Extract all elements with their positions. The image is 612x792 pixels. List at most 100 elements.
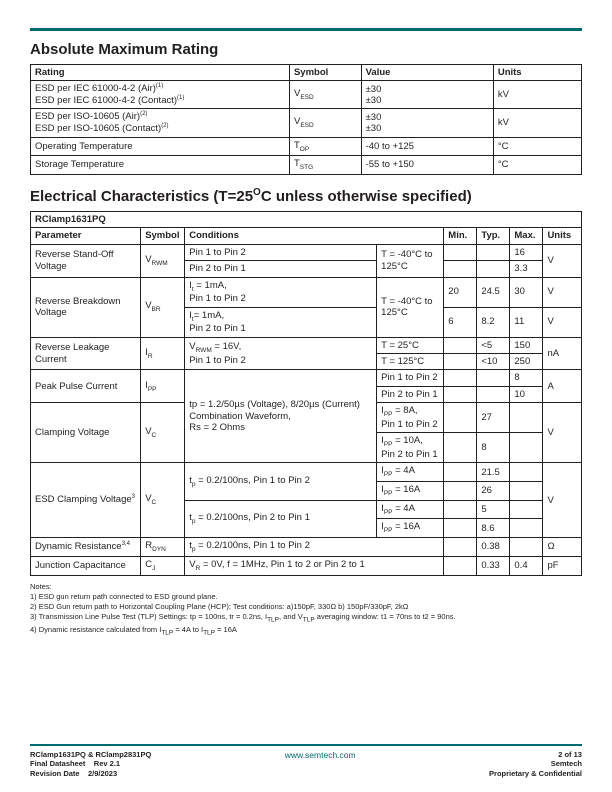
ec-cond: T = 125°C	[377, 354, 444, 370]
footer-ds: Final Datasheet	[30, 759, 85, 768]
ec-val: 27	[477, 403, 510, 433]
ec-cond: IPP = 4A	[377, 500, 444, 519]
amr-cell: TOP	[289, 137, 361, 156]
ec-val: 10	[510, 386, 543, 402]
ec-val	[444, 244, 477, 260]
ec-val	[510, 538, 543, 557]
footer-revdate-lbl: Revision Date	[30, 769, 80, 778]
footer-page: 2 of 13	[558, 750, 582, 759]
footer-revdate: 2/9/2023	[88, 769, 117, 778]
ec-val: 16	[510, 244, 543, 260]
top-rule	[30, 28, 582, 31]
amr-cell: ESD per ISO-10605 (Air)(2)ESD per ISO-10…	[31, 109, 290, 137]
ec-u: V	[543, 307, 582, 337]
ec-val	[444, 433, 477, 463]
ec-h: Min.	[444, 228, 477, 244]
ec-h: Symbol	[141, 228, 185, 244]
ec-sym: CJ	[141, 556, 185, 575]
ec-cond: tp = 0.2/100ns, Pin 2 to Pin 1	[185, 500, 377, 537]
ec-val: 8.2	[477, 307, 510, 337]
ec-cond: Pin 1 to Pin 2	[377, 370, 444, 386]
ec-val	[477, 370, 510, 386]
ec-val	[444, 538, 477, 557]
ec-heading: Electrical Characteristics (T=25OC unles…	[30, 187, 582, 205]
ec-sym: RDYN	[141, 538, 185, 557]
ec-val	[444, 556, 477, 575]
ec-param: Reverse Leakage Current	[31, 337, 141, 370]
ec-param: Junction Capacitance	[31, 556, 141, 575]
amr-cell: ±30±30	[361, 109, 493, 137]
ec-u: nA	[543, 337, 582, 370]
ec-val	[444, 354, 477, 370]
ec-val	[444, 463, 477, 482]
ec-val	[444, 337, 477, 353]
ec-u: V	[543, 277, 582, 307]
ec-val	[444, 519, 477, 538]
amr-h-value: Value	[361, 65, 493, 81]
footer-left: RClamp1631PQ & RClamp2831PQ Final Datash…	[30, 750, 151, 778]
ec-val: 0.38	[477, 538, 510, 557]
ec-val	[510, 403, 543, 433]
ec-h: Units	[543, 228, 582, 244]
amr-h-units: Units	[493, 65, 581, 81]
ec-sym: VC	[141, 463, 185, 538]
ec-val: 6	[444, 307, 477, 337]
ec-u: V	[543, 403, 582, 463]
ec-val	[444, 403, 477, 433]
ec-val	[444, 261, 477, 277]
ec-cond: T = 25°C	[377, 337, 444, 353]
ec-val	[510, 482, 543, 501]
ec-val	[444, 370, 477, 386]
ec-cond: tp = 1.2/50µs (Voltage), 8/20µs (Current…	[185, 370, 377, 463]
footer-right: 2 of 13 Semtech Proprietary & Confidenti…	[489, 750, 582, 778]
ec-cond: IPP = 4A	[377, 463, 444, 482]
footer-part: RClamp1631PQ & RClamp2831PQ	[30, 750, 151, 759]
notes: Notes: 1) ESD gun return path connected …	[30, 582, 582, 639]
ec-cond: Pin 2 to Pin 1	[185, 261, 377, 277]
ec-sym: VBR	[141, 277, 185, 337]
note-line: 4) Dynamic resistance calculated from IT…	[30, 625, 582, 638]
amr-cell: ±30±30	[361, 81, 493, 109]
ec-val: 8.6	[477, 519, 510, 538]
ec-param: Peak Pulse Current	[31, 370, 141, 403]
ec-param: Reverse Stand-Off Voltage	[31, 244, 141, 277]
ec-h: Parameter	[31, 228, 141, 244]
ec-cond: IPP = 10A,Pin 2 to Pin 1	[377, 433, 444, 463]
note-line: 3) Transmission Line Pulse Test (TLP) Se…	[30, 612, 582, 625]
amr-cell: Storage Temperature	[31, 156, 290, 175]
ec-val	[477, 386, 510, 402]
amr-cell: ESD per IEC 61000-4-2 (Air)(1)ESD per IE…	[31, 81, 290, 109]
ec-val: 3.3	[510, 261, 543, 277]
footer: RClamp1631PQ & RClamp2831PQ Final Datash…	[30, 744, 582, 778]
ec-param: Reverse Breakdown Voltage	[31, 277, 141, 337]
ec-table: RClamp1631PQ Parameter Symbol Conditions…	[30, 211, 582, 576]
amr-table: Rating Symbol Value Units ESD per IEC 61…	[30, 64, 582, 175]
amr-heading: Absolute Maximum Rating	[30, 41, 582, 58]
ec-param: ESD Clamping Voltage3	[31, 463, 141, 538]
amr-h-rating: Rating	[31, 65, 290, 81]
note-line: 2) ESD Gun return path to Horizontal Cou…	[30, 602, 582, 612]
ec-val: 8	[477, 433, 510, 463]
ec-cond: VR = 0V, f = 1MHz, Pin 1 to 2 or Pin 2 t…	[185, 556, 444, 575]
ec-u: pF	[543, 556, 582, 575]
ec-cond: T = -40°C to 125°C	[377, 277, 444, 337]
ec-val: <10	[477, 354, 510, 370]
ec-val: 21.5	[477, 463, 510, 482]
ec-val: 5	[477, 500, 510, 519]
amr-cell: VESD	[289, 109, 361, 137]
ec-h: Typ.	[477, 228, 510, 244]
ec-val	[444, 482, 477, 501]
ec-val: <5	[477, 337, 510, 353]
ec-val	[444, 500, 477, 519]
amr-cell: -55 to +150	[361, 156, 493, 175]
ec-sym: VC	[141, 403, 185, 463]
ec-val	[477, 261, 510, 277]
ec-param: Dynamic Resistance3,4	[31, 538, 141, 557]
amr-cell: kV	[493, 81, 581, 109]
ec-cond: T = -40°C to 125°C	[377, 244, 444, 277]
ec-val	[477, 244, 510, 260]
ec-val: 11	[510, 307, 543, 337]
ec-cond: Pin 2 to Pin 1	[377, 386, 444, 402]
ec-val: 0.33	[477, 556, 510, 575]
ec-val: 250	[510, 354, 543, 370]
